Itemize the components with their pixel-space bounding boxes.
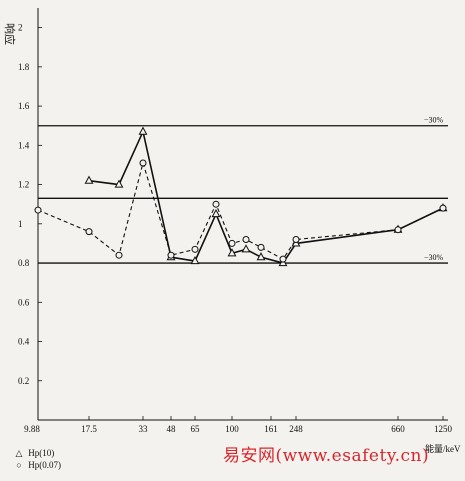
y-tick-label: 2	[18, 23, 23, 33]
legend-item-hp007: ○ Hp(0.07)	[12, 459, 61, 471]
y-tick-label: 0.6	[18, 297, 30, 307]
x-tick-label: 33	[139, 424, 149, 434]
data-point-hp007	[85, 228, 93, 236]
data-point-hp007	[167, 251, 175, 259]
x-tick-label: 161	[264, 424, 278, 434]
data-point-hp007	[292, 236, 300, 244]
data-point-hp007	[212, 200, 220, 208]
reference-line-label: −30%	[424, 116, 444, 125]
data-point-hp10	[190, 256, 200, 265]
circle-marker-icon: ○	[16, 460, 22, 470]
data-point-hp007	[257, 243, 265, 251]
data-point-hp10	[84, 175, 94, 184]
y-tick-label: 0.8	[18, 258, 30, 268]
data-point-hp10	[138, 126, 148, 135]
legend-item-hp10: △ Hp(10)	[12, 447, 61, 459]
legend-label-hp10: Hp(10)	[28, 448, 55, 458]
series-line-hp007	[37, 160, 444, 260]
y-tick-label: 1.4	[18, 140, 30, 150]
data-point-hp007	[279, 255, 287, 263]
data-point-hp007	[228, 239, 236, 247]
x-tick-label: 9.88	[24, 424, 40, 434]
x-tick-label: 248	[289, 424, 303, 434]
y-tick-label: 1.8	[18, 62, 30, 72]
data-point-hp007	[34, 206, 42, 214]
x-tick-label: 100	[225, 424, 239, 434]
x-tick-label: 660	[391, 424, 405, 434]
data-point-hp10	[256, 252, 266, 261]
watermark: 易安网(www.esafety.cn)	[223, 446, 430, 466]
data-point-hp007	[439, 204, 447, 212]
reference-line-label: −30%	[424, 253, 444, 262]
y-tick-label: 1.6	[18, 101, 30, 111]
data-point-hp007	[242, 236, 250, 244]
legend: △ Hp(10) ○ Hp(0.07)	[12, 447, 61, 471]
legend-label-hp007: Hp(0.07)	[28, 460, 61, 470]
x-tick-label: 65	[191, 424, 201, 434]
y-tick-label: 1	[18, 219, 23, 229]
data-point-hp10	[114, 179, 124, 188]
y-tick-label: 1.2	[18, 180, 29, 190]
x-tick-label: 1250	[434, 424, 453, 434]
x-axis-label: 能量/keV	[425, 443, 461, 454]
data-point-hp007	[139, 159, 147, 167]
data-point-hp007	[394, 226, 402, 234]
data-point-hp10	[241, 244, 251, 253]
data-point-hp10	[227, 248, 237, 257]
y-axis-label: 响应	[3, 23, 17, 45]
series-line-hp10	[88, 129, 444, 264]
y-tick-label: 0.2	[18, 376, 29, 386]
x-tick-label: 17.5	[81, 424, 97, 434]
data-point-hp007	[191, 245, 199, 253]
data-point-hp007	[115, 251, 123, 259]
y-tick-label: 0.4	[18, 337, 30, 347]
x-tick-label: 48	[167, 424, 177, 434]
data-point-hp10	[211, 208, 221, 218]
triangle-marker-icon: △	[15, 448, 23, 458]
